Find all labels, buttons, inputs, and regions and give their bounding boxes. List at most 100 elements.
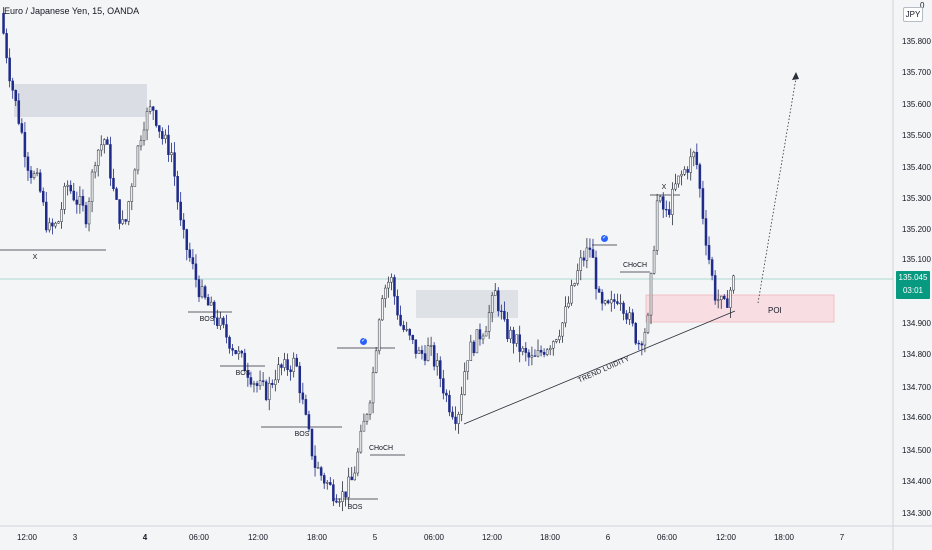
candle-body <box>204 287 206 298</box>
candle-body <box>708 245 710 259</box>
candle-body <box>9 58 11 81</box>
candle-body <box>210 302 212 305</box>
price-tick: 135.500 <box>902 131 931 140</box>
price-tick: 135.400 <box>902 163 931 172</box>
candle-body <box>363 421 365 431</box>
supply-zone-mid <box>416 290 518 318</box>
candle-body <box>393 277 395 296</box>
candle-body <box>6 33 8 58</box>
candle-body <box>723 296 725 299</box>
candle-body <box>67 185 69 186</box>
candle-body <box>574 284 576 286</box>
candle-body <box>458 414 460 423</box>
candle-body <box>372 372 374 402</box>
candle-body <box>473 342 475 353</box>
candle-body <box>513 330 515 343</box>
candle-body <box>332 485 334 501</box>
candle-body <box>592 250 594 258</box>
candle-body <box>155 110 157 125</box>
candle-body <box>424 354 426 361</box>
candle-body <box>632 313 634 324</box>
candle-body <box>262 381 264 382</box>
price-tick: 134.700 <box>902 383 931 392</box>
candle-body <box>598 289 600 292</box>
candle-body <box>48 223 50 230</box>
price-tick: 134.300 <box>902 509 931 518</box>
candle-body <box>433 345 435 366</box>
candle-body <box>681 174 683 176</box>
time-tick: 12:00 <box>716 533 736 542</box>
price-tick: 135.200 <box>902 225 931 234</box>
candle-body <box>546 350 548 355</box>
time-tick: 18:00 <box>774 533 794 542</box>
candle-body <box>540 350 542 352</box>
candle-body <box>314 456 316 468</box>
candle-body <box>186 229 188 249</box>
time-tick: 18:00 <box>307 533 327 542</box>
candle-body <box>207 297 209 305</box>
poi-label: POI <box>768 306 782 315</box>
candle-body <box>146 111 148 130</box>
candle-body <box>326 482 328 483</box>
candle-body <box>229 337 231 348</box>
candle-body <box>525 348 527 352</box>
candle-body <box>467 361 469 372</box>
candle-body <box>76 200 78 204</box>
candle-body <box>311 429 313 456</box>
candle-body <box>45 202 47 230</box>
supply-zone-left <box>14 84 147 117</box>
candle-body <box>390 277 392 282</box>
candle-body <box>558 336 560 339</box>
candle-body <box>638 343 640 344</box>
candle-body <box>571 286 573 304</box>
currency-button[interactable]: JPY <box>903 7 923 22</box>
candle-body <box>94 166 96 172</box>
candle-body <box>15 90 17 100</box>
candle-body <box>479 330 481 339</box>
candle-body <box>421 350 423 353</box>
bos-label-3: BOS <box>295 431 310 438</box>
candle-body <box>568 303 570 307</box>
candle-body <box>225 325 227 338</box>
time-tick: 06:00 <box>189 533 209 542</box>
candle-body <box>626 314 628 320</box>
candle-body <box>360 431 362 452</box>
candle-body <box>589 248 591 250</box>
candle-body <box>338 502 340 503</box>
time-tick: 4 <box>143 533 147 542</box>
candle-body <box>580 258 582 271</box>
candle-body <box>415 340 417 354</box>
candle-body <box>506 319 508 339</box>
candle-body <box>70 185 72 191</box>
candle-body <box>58 222 60 223</box>
candle-body <box>232 348 234 350</box>
candle-body <box>122 220 124 224</box>
price-tick: 134.400 <box>902 477 931 486</box>
candle-body <box>732 276 734 290</box>
candle-body <box>659 197 661 201</box>
candle-body <box>174 153 176 177</box>
price-tick: 135.600 <box>902 100 931 109</box>
candle-body <box>445 393 447 395</box>
candle-body <box>73 191 75 200</box>
candle-body <box>39 173 41 191</box>
candle-body <box>42 191 44 202</box>
candle-body <box>684 169 686 174</box>
candle-body <box>284 360 286 368</box>
candle-body <box>613 300 615 302</box>
price-tick: 135.100 <box>902 255 931 264</box>
candle-body <box>116 189 118 200</box>
candle-body <box>317 468 319 469</box>
candle-body <box>195 264 197 280</box>
candle-body <box>406 329 408 330</box>
candle-body <box>271 383 273 384</box>
candle-body <box>528 353 530 358</box>
candle-body <box>641 344 643 345</box>
candle-body <box>329 482 331 484</box>
candle-body <box>464 372 466 395</box>
candle-body <box>342 492 344 502</box>
candle-body <box>366 414 368 421</box>
symbol-title[interactable]: Euro / Japanese Yen, 15, OANDA <box>4 6 139 16</box>
